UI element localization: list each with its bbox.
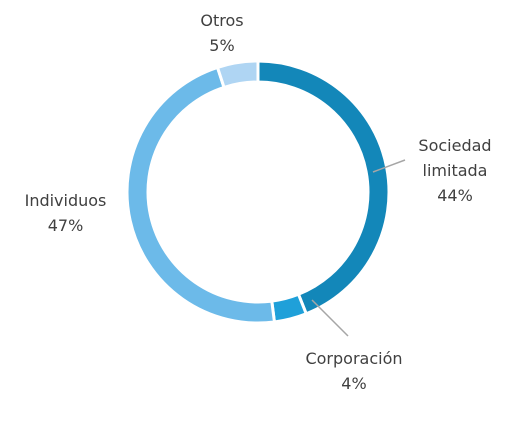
donut-segment <box>270 292 309 324</box>
value-label: 44% <box>437 186 473 205</box>
donut-segment <box>125 65 277 325</box>
value-label: 4% <box>341 374 367 393</box>
leader-line <box>372 159 406 173</box>
category-label: Otros <box>200 11 244 30</box>
donut-segment <box>215 59 260 90</box>
data-label: Corporación 4% <box>295 346 413 396</box>
donut-segment <box>256 59 391 316</box>
category-label: Sociedad limitada <box>418 136 492 180</box>
data-label: Individuos 47% <box>8 188 123 238</box>
data-label: Sociedad limitada 44% <box>400 133 506 208</box>
value-label: 47% <box>47 216 84 235</box>
leader-line <box>311 299 349 337</box>
category-label: Individuos <box>24 191 107 210</box>
value-label: 5% <box>209 36 235 55</box>
category-label: Corporación <box>305 349 403 368</box>
data-label: Otros 5% <box>172 8 272 58</box>
